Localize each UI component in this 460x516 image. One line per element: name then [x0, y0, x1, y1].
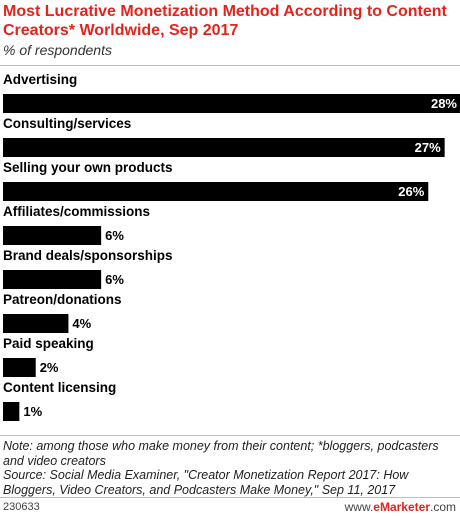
- data-label: 28%: [431, 96, 457, 111]
- top-divider: [0, 65, 460, 66]
- brand-suffix: .com: [429, 500, 456, 514]
- footer-divider: [0, 497, 460, 498]
- note-text: Note: among those who make money from th…: [3, 439, 439, 468]
- category-label: Advertising: [3, 72, 77, 87]
- data-label: 27%: [415, 140, 441, 155]
- data-label: 4%: [72, 316, 91, 331]
- data-label: 2%: [40, 360, 59, 375]
- category-label: Selling your own products: [3, 160, 173, 175]
- chart-subtitle: % of respondents: [3, 42, 112, 58]
- bar: [3, 138, 445, 157]
- data-label: 1%: [23, 404, 42, 419]
- category-label: Patreon/donations: [3, 292, 122, 307]
- chart-id: 230633: [3, 501, 40, 513]
- bar: [3, 270, 102, 289]
- data-label: 26%: [398, 184, 424, 199]
- brand-name: eMarketer: [373, 500, 430, 514]
- bar: [3, 358, 36, 377]
- bar: [3, 314, 69, 333]
- category-label: Paid speaking: [3, 336, 94, 351]
- bar-chart: Advertising 28% Consulting/services 27% Sell…: [3, 72, 460, 421]
- brand-link[interactable]: www.eMarketer.com: [345, 500, 456, 514]
- brand-prefix: www.: [344, 500, 374, 514]
- data-label: 6%: [105, 272, 124, 287]
- source-text: Source: Social Media Examiner, "Creator …: [3, 468, 409, 497]
- chart-title: Most Lucrative Monetization Method Accor…: [3, 3, 447, 39]
- note-divider: [0, 435, 460, 436]
- data-label: 6%: [105, 228, 124, 243]
- category-label: Consulting/services: [3, 116, 131, 131]
- bar: [3, 182, 429, 201]
- category-label: Affiliates/commissions: [3, 204, 150, 219]
- bar: [3, 94, 460, 113]
- category-label: Brand deals/sponsorships: [3, 248, 173, 263]
- category-label: Content licensing: [3, 380, 116, 395]
- bar: [3, 226, 102, 245]
- chart-notes: Note: among those who make money from th…: [3, 439, 455, 497]
- bar: [3, 402, 20, 421]
